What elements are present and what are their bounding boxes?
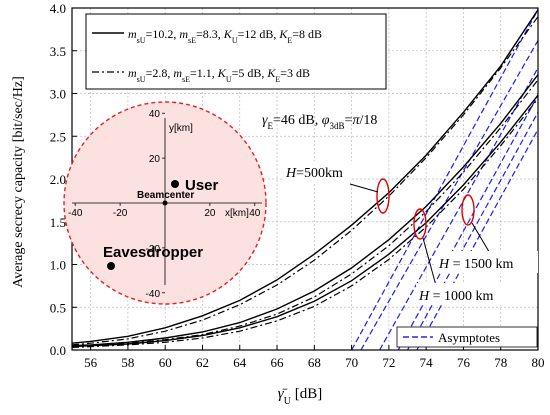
inset-x-label: x[km] xyxy=(225,208,249,219)
y-tick-label: 3.0 xyxy=(50,87,66,102)
solid-curve-2 xyxy=(71,94,539,348)
inset-y-tick-label: -20 xyxy=(146,244,161,255)
h1500-pointer xyxy=(471,222,492,256)
y-tick-label: 1.0 xyxy=(50,258,66,273)
inset-x-tick-label: 20 xyxy=(204,208,216,219)
x-tick-label: 56 xyxy=(84,355,98,370)
solid-curve-1 xyxy=(71,74,539,347)
h1000-ellipse xyxy=(413,208,427,240)
asymptote-line-11 xyxy=(416,129,539,351)
y-tick-label: 0.0 xyxy=(50,343,66,358)
beamcenter-label: Beamcenter xyxy=(137,190,194,201)
x-ticks: 56 58 60 62 64 66 68 70 72 74 76 78 80 xyxy=(84,345,545,370)
user-point xyxy=(171,180,179,188)
capacity-curves xyxy=(71,9,539,348)
x-tick-label: 72 xyxy=(382,355,395,370)
legend-solid-label: msU=10.2, msE=8.3, KU=12 dB, KE=8 dB xyxy=(128,27,322,45)
dashdot-curve-3 xyxy=(71,16,539,346)
asymptote-legend-box xyxy=(396,326,538,348)
x-axis-label-sub: U xyxy=(284,396,292,407)
y-tick-label: 2.0 xyxy=(50,172,66,187)
asymptote-lines xyxy=(351,9,539,351)
y-ticks: 0.0 0.5 1.0 1.5 2.0 2.5 3.0 3.5 4.0 xyxy=(50,1,77,358)
inset-y-label: y[km] xyxy=(169,123,193,134)
inset-y-tick-label: -40 xyxy=(146,289,161,300)
eavesdropper-point xyxy=(107,262,115,270)
h1000-pointer xyxy=(422,237,436,283)
asymptote-line-9 xyxy=(397,94,539,351)
user-label: User xyxy=(185,177,219,194)
beamcenter-point xyxy=(162,200,168,206)
x-axis-label-gamma: γ̄ xyxy=(278,386,288,402)
inset-y-tick-label: 40 xyxy=(149,109,161,120)
y-tick-label: 3.5 xyxy=(50,44,66,59)
x-tick-label: 62 xyxy=(196,355,209,370)
h1000-label-bg xyxy=(416,283,518,305)
legend-box xyxy=(85,13,387,90)
annotations: H=500km H = 1000 km H = 1500 km xyxy=(282,161,538,305)
x-tick-label: 60 xyxy=(159,355,172,370)
inset-x-tick-label: -40 xyxy=(68,208,83,219)
eavesdropper-label: Eavesdropper xyxy=(103,244,203,261)
asymptote-line-6 xyxy=(351,9,539,351)
x-tick-label: 76 xyxy=(457,355,471,370)
h1500-label-bg xyxy=(436,251,538,273)
asymptote-line-10 xyxy=(406,112,539,351)
inset-y-tick-label: 20 xyxy=(149,154,161,165)
h500-pointer xyxy=(349,183,379,193)
x-tick-label: 80 xyxy=(532,355,545,370)
y-axis-label: Average secrecy capacity [bit/sec/Hz] xyxy=(11,76,26,288)
asymptote-legend-label: Asymptotes xyxy=(438,330,500,345)
x-axis-label: γ̄U [dB] xyxy=(278,386,322,407)
x-tick-label: 64 xyxy=(233,355,247,370)
asymptote-legend: Asymptotes xyxy=(396,326,538,348)
y-tick-label: 4.0 xyxy=(50,1,66,16)
inset-ticks: -40 -20 20 40 40 20 -20 -40 xyxy=(68,109,261,300)
h500-ellipse xyxy=(376,178,390,214)
x-tick-label: 78 xyxy=(494,355,507,370)
params-text: γE=46 dB, φ3dB=π/18 xyxy=(262,113,377,131)
legend: msU=10.2, msE=8.3, KU=12 dB, KE=8 dB msU… xyxy=(85,13,387,90)
y-tick-label: 0.5 xyxy=(50,300,66,315)
inset-map: -40 -20 20 40 40 20 -20 -40 x[km] y[km] User Be… xyxy=(63,101,267,305)
x-tick-label: 58 xyxy=(121,355,134,370)
solid-curve-0 xyxy=(71,9,539,344)
x-tick-label: 66 xyxy=(271,355,285,370)
x-axis-label-unit: [dB] xyxy=(291,386,322,402)
y-tick-label: 1.5 xyxy=(50,215,66,230)
h500-label-bg xyxy=(282,161,352,182)
asymptote-line-7 xyxy=(360,40,539,351)
legend-dashdot-label: msU=2.8, msE=1.1, KU=5 dB, KE=3 dB xyxy=(128,66,310,84)
h1500-ellipse xyxy=(461,194,475,226)
x-tick-label: 70 xyxy=(345,355,358,370)
dashdot-curve-4 xyxy=(71,79,539,348)
h1500-label: H = 1500 km xyxy=(438,257,514,272)
h500-label: H=500km xyxy=(285,166,343,181)
inset-x-tick-label: -20 xyxy=(113,208,128,219)
x-tick-label: 68 xyxy=(308,355,321,370)
y-tick-label: 2.5 xyxy=(50,129,66,144)
inset-x-tick-label: 40 xyxy=(249,208,261,219)
dashdot-curve-5 xyxy=(71,98,539,348)
x-tick-label: 74 xyxy=(420,355,434,370)
h1000-label: H = 1000 km xyxy=(418,289,494,304)
